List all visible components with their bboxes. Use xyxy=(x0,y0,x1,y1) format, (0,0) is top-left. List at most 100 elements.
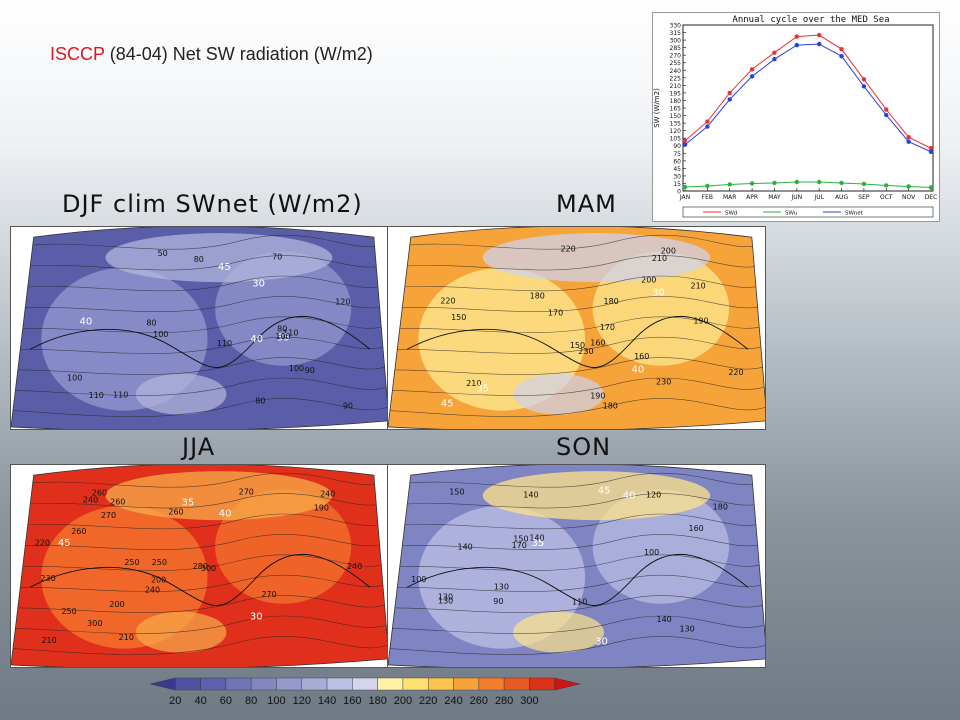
y-tick-label: 105 xyxy=(670,136,682,143)
data-point-swd xyxy=(772,50,777,55)
contour-label: 260 xyxy=(168,507,183,516)
contour-label: 260 xyxy=(71,527,86,536)
colorbar-svg: 20 40 60 80 100 120 140 160 180 200 220 240 260 280 30… xyxy=(149,677,581,707)
data-point-swnet xyxy=(861,84,867,89)
data-point-swu xyxy=(906,184,911,189)
y-tick-label: 90 xyxy=(673,143,681,150)
colorbar-swatch xyxy=(175,677,201,691)
colorbar-swatch xyxy=(377,677,404,691)
contour-line xyxy=(388,357,765,375)
contour-label: 220 xyxy=(728,368,743,377)
contour-label: 130 xyxy=(438,593,453,602)
lat-label: 45 xyxy=(598,485,611,496)
contour-label: 170 xyxy=(548,309,563,318)
data-point-swd xyxy=(816,32,822,38)
contour-label: 110 xyxy=(113,390,128,399)
contour-label: 300 xyxy=(87,619,102,628)
contour-line xyxy=(388,275,765,292)
map-region xyxy=(482,233,711,283)
y-tick-label: 135 xyxy=(670,121,682,128)
colorbar-tick-label: 100 xyxy=(267,695,285,707)
colorbar-swatch xyxy=(250,677,277,691)
y-axis-label: SW (W/m2) xyxy=(653,88,661,128)
data-point-swd xyxy=(749,67,755,72)
lat-label: 40 xyxy=(632,364,645,375)
contour-label: 70 xyxy=(272,252,282,261)
contour-label: 150 xyxy=(451,313,466,322)
contour-line xyxy=(388,493,765,509)
y-tick-label: 165 xyxy=(670,106,682,113)
contour-line xyxy=(11,357,387,375)
colorbar-swatch xyxy=(326,677,353,691)
colorbar-swatch xyxy=(529,677,555,691)
contour-line xyxy=(11,275,387,292)
y-tick-label: 330 xyxy=(670,23,682,30)
colorbar-tick-label: 200 xyxy=(394,695,412,707)
colorbar-tick-label: 20 xyxy=(169,695,181,707)
x-tick-label: FEB xyxy=(702,194,713,201)
contour-line xyxy=(11,234,387,250)
colorbar-tick-label: 260 xyxy=(470,695,488,707)
legend-label-swnet: SWnet xyxy=(845,211,864,217)
colorbar-swatch xyxy=(453,677,480,691)
annual-cycle-svg: Annual cycle over the MED Sea 01530456075… xyxy=(653,15,937,218)
data-point-swnet xyxy=(928,149,934,154)
contour-line xyxy=(11,595,387,613)
contour-label: 110 xyxy=(217,339,232,348)
contour-label: 180 xyxy=(603,402,618,411)
colorbar-tick-label: 80 xyxy=(245,695,257,707)
x-tick-label: MAR xyxy=(723,194,736,201)
contour-label: 100 xyxy=(289,364,304,373)
contour-label: 240 xyxy=(320,490,335,499)
contour-label: 270 xyxy=(261,590,276,599)
map-outline xyxy=(388,465,765,667)
colorbar-swatch xyxy=(428,677,454,691)
data-point-swnet xyxy=(682,142,688,147)
contour-line xyxy=(11,636,387,655)
colorbar-tick-label: 240 xyxy=(444,695,462,707)
map-region xyxy=(513,611,605,653)
contour-label: 220 xyxy=(35,539,50,548)
colorbar-tick-label: 280 xyxy=(495,695,513,707)
x-tick-label: JUN xyxy=(790,194,802,201)
map-region xyxy=(135,611,227,653)
page-title: ISCCP (84-04) Net SW radiation (W/m2) xyxy=(50,44,373,65)
map-panel-mam: 150 160 170 180 210 45 150 220 40 220 210 200 180 35 2… xyxy=(387,226,766,430)
coastline xyxy=(406,315,749,368)
data-point-swd xyxy=(928,146,934,151)
map-region xyxy=(513,373,605,415)
y-tick-label: 45 xyxy=(673,166,681,173)
map-panel-jja: 230 240 200 210 260 250 260 45 250 220 240 260 270 25… xyxy=(10,464,388,668)
x-tick-label: JUL xyxy=(813,194,824,201)
colorbar-tick-label: 60 xyxy=(220,695,232,707)
contour-label: 90 xyxy=(343,401,353,410)
map-son-svg: 1009045100120140130401101301401501301401… xyxy=(388,465,765,667)
x-tick-label: JAN xyxy=(679,194,690,201)
contour-label: 240 xyxy=(145,586,160,595)
map-region xyxy=(105,233,333,283)
lat-label: 40 xyxy=(219,509,232,520)
contour-label: 160 xyxy=(634,352,649,361)
colorbar-swatch xyxy=(276,677,302,691)
map-field xyxy=(388,227,765,429)
y-tick-label: 315 xyxy=(670,30,682,37)
contour-label: 90 xyxy=(493,597,503,606)
lat-label: 45 xyxy=(218,262,231,273)
y-tick-label: 300 xyxy=(670,38,682,45)
coastline xyxy=(406,553,749,606)
contour-line xyxy=(11,336,387,354)
y-tick-label: 225 xyxy=(670,75,682,82)
contour-label: 270 xyxy=(101,511,116,520)
contour-label: 120 xyxy=(335,297,350,306)
contour-label: 130 xyxy=(679,625,694,634)
colorbar: 20 40 60 80 100 120 140 160 180 200 220 240 260 280 30… xyxy=(120,674,610,710)
contour-label: 220 xyxy=(560,244,575,253)
data-point-swd xyxy=(727,90,732,96)
series-line-swnet xyxy=(684,43,932,153)
contour-label: 300 xyxy=(201,564,216,573)
contour-label: 130 xyxy=(494,583,509,592)
plot-frame xyxy=(682,24,934,192)
contour-line xyxy=(11,513,387,530)
contour-label: 180 xyxy=(530,291,545,300)
y-tick-label: 120 xyxy=(670,128,682,135)
